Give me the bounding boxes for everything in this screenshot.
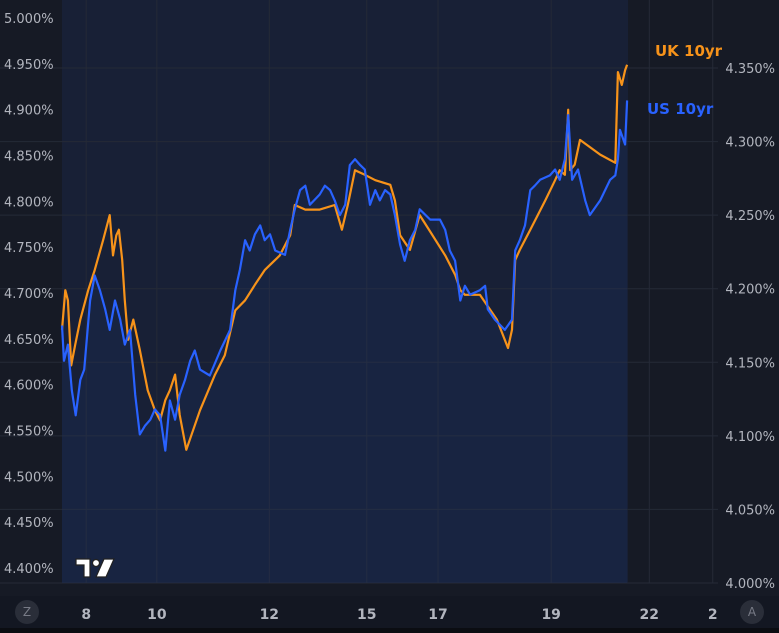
right-axis-tick: 4.200% (725, 283, 775, 298)
right-scale-button[interactable]: A (740, 600, 764, 624)
right-axis-tick: 4.100% (725, 430, 775, 445)
x-tick-label: 8 (81, 607, 91, 623)
right-axis-tick: 4.300% (725, 136, 775, 151)
us-10yr-area (62, 100, 628, 584)
left-axis-tick: 4.450% (4, 516, 54, 531)
legend-uk-10yr: UK 10yr (655, 42, 723, 60)
left-axis-tick: 4.750% (4, 241, 54, 256)
left-axis-tick: 4.950% (4, 58, 54, 73)
time-axis-bar (0, 596, 779, 628)
bottom-border (0, 628, 779, 633)
us-10yr-line[interactable] (60, 100, 629, 452)
left-axis-tick: 5.000% (4, 12, 54, 27)
left-axis-tick: 4.500% (4, 470, 54, 485)
legend-us-10yr: US 10yr (647, 100, 714, 118)
left-scale-button[interactable]: Z (15, 600, 39, 624)
x-tick-label: 17 (428, 607, 447, 623)
x-tick-label: 10 (147, 607, 167, 623)
left-axis-tick: 4.850% (4, 150, 54, 165)
tradingview-logo[interactable] (75, 558, 115, 578)
right-axis-tick: 4.000% (725, 577, 775, 592)
left-axis-tick: 4.600% (4, 379, 54, 394)
left-axis-tick: 4.700% (4, 287, 54, 302)
left-axis-tick: 4.650% (4, 333, 54, 348)
right-axis[interactable]: 4.000% 4.050% 4.100% 4.150% 4.200% 4.250% 4.30… (725, 62, 775, 592)
left-axis-tick: 4.900% (4, 104, 54, 119)
right-axis-tick: 4.250% (725, 209, 775, 224)
left-axis-tick: 4.400% (4, 562, 54, 577)
x-tick-label: 19 (541, 607, 560, 623)
series-lines (60, 64, 629, 584)
x-tick-label: 15 (357, 607, 376, 623)
left-axis[interactable]: 4.400% 4.450% 4.500% 4.550% 4.600% 4.650% 4.70… (4, 12, 54, 577)
gridlines (0, 0, 718, 584)
right-axis-tick: 4.350% (725, 62, 775, 77)
x-tick-label: 2 (708, 607, 718, 623)
right-axis-tick: 4.050% (725, 503, 775, 518)
left-axis-tick: 4.550% (4, 425, 54, 440)
left-axis-tick: 4.800% (4, 195, 54, 210)
right-axis-tick: 4.150% (725, 356, 775, 371)
x-tick-label: 12 (260, 607, 279, 623)
time-axis[interactable]: 8 10 12 15 17 19 22 2 (81, 607, 717, 623)
uk-10yr-line[interactable] (60, 64, 629, 451)
x-tick-label: 22 (640, 607, 659, 623)
